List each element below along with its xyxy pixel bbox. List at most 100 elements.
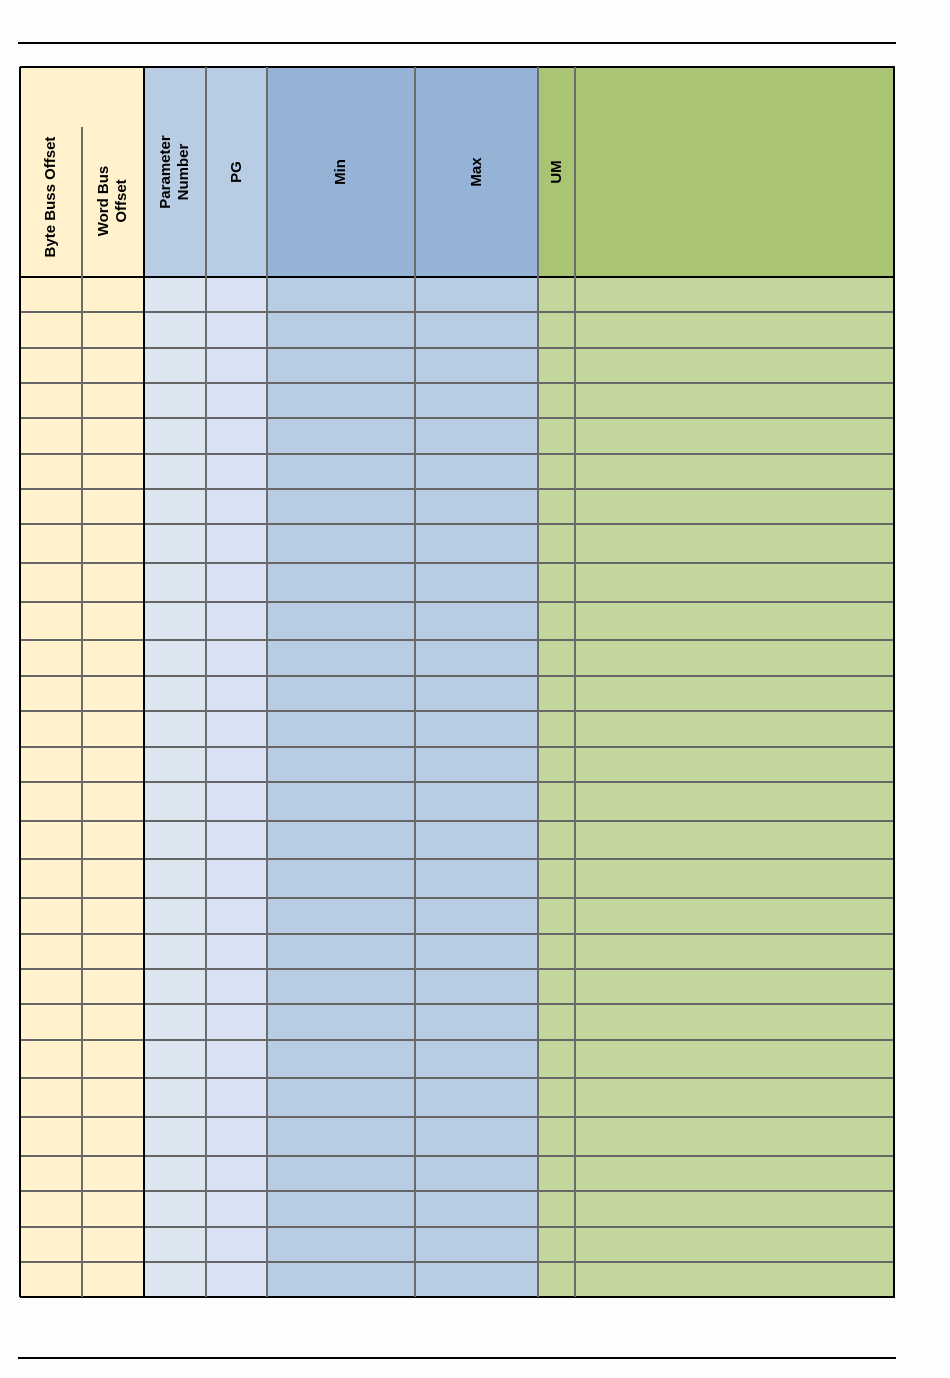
table-cell [267,489,415,524]
table-cell [538,711,575,747]
table-cell [538,1078,575,1117]
table-cell [267,312,415,348]
table-cell [144,711,206,747]
table-cell [206,898,267,934]
top-rule [18,42,896,44]
table-cell [82,1227,144,1262]
table-cell [575,859,894,898]
table-cell [144,602,206,640]
table-cell [538,1117,575,1156]
header-min: Min [267,67,415,277]
table-cell [82,1191,144,1227]
column-divider [537,67,539,1297]
row-divider [20,639,895,641]
table-cell [538,821,575,859]
table-cell [538,1156,575,1191]
table-cell [144,489,206,524]
row-divider [20,417,895,419]
column-divider [205,67,207,1297]
row-divider [20,781,895,783]
table-cell [144,969,206,1004]
table-cell [575,676,894,711]
table-cell [144,383,206,418]
table-cell [267,821,415,859]
bottom-rule [18,1357,896,1359]
table-cell [20,640,82,676]
table-cell [20,277,82,312]
table-cell [415,969,538,1004]
table-cell [575,348,894,383]
table-cell [144,1191,206,1227]
row-divider [20,1155,895,1157]
table-cell [20,821,82,859]
table-cell [575,969,894,1004]
table-cell [206,1117,267,1156]
table-cell [20,747,82,782]
table-cell [82,1040,144,1078]
table-cell [415,1227,538,1262]
table-cell [267,898,415,934]
table-cell [82,312,144,348]
table-cell [82,348,144,383]
header-param: Parameter Number [144,67,206,277]
row-divider [20,675,895,677]
table-cell [20,859,82,898]
column-divider [143,67,145,1297]
table-cell [20,489,82,524]
table-cell [206,640,267,676]
table-cell [20,782,82,821]
table-cell [144,640,206,676]
table-cell [575,898,894,934]
table-cell [267,418,415,454]
table-cell [267,454,415,489]
table-cell [206,821,267,859]
header-label-um: UM [547,160,565,184]
row-divider [20,1003,895,1005]
table-cell [575,563,894,602]
table-cell [82,563,144,602]
table-cell [20,524,82,563]
header-label-word: Word Bus Offset [95,166,130,237]
table-cell [20,418,82,454]
table-cell [206,859,267,898]
table-cell [415,711,538,747]
row-divider [20,858,895,860]
row-divider [20,276,895,278]
table-cell [144,859,206,898]
table-cell [575,1156,894,1191]
table-cell [415,348,538,383]
table-cell [415,1040,538,1078]
table-cell [144,821,206,859]
table-cell [206,312,267,348]
column-divider [19,67,21,1297]
table-cell [415,1262,538,1297]
row-divider [20,347,895,349]
table-cell [82,1262,144,1297]
column-divider [574,67,576,1297]
table-cell [415,277,538,312]
row-divider [20,968,895,970]
row-divider [20,933,895,935]
table-cell [82,782,144,821]
table-cell [144,934,206,969]
table-cell [206,1262,267,1297]
table-cell [267,1004,415,1040]
column-divider [893,67,895,1297]
table-cell [82,969,144,1004]
table-cell [538,1191,575,1227]
table-cell [82,1078,144,1117]
table-cell [82,1004,144,1040]
table-cell [415,563,538,602]
row-divider [20,562,895,564]
table-cell [20,312,82,348]
table-cell [575,934,894,969]
table-cell [415,418,538,454]
table-cell [20,563,82,602]
table-cell [575,312,894,348]
column-divider [81,127,83,1297]
table-cell [20,602,82,640]
table-cell [575,640,894,676]
table-cell [538,563,575,602]
table-cell [267,711,415,747]
table-cell [575,489,894,524]
